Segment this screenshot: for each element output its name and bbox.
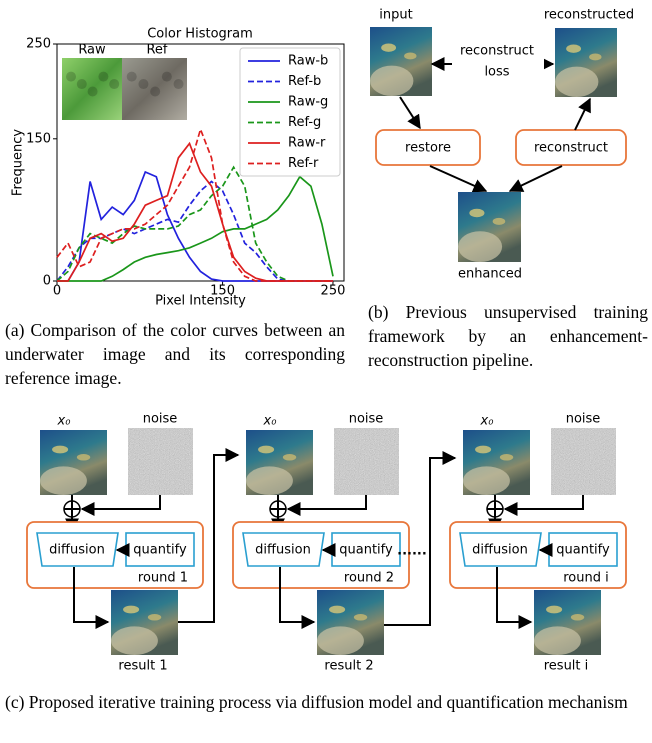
fish [571, 614, 584, 621]
texture [98, 72, 108, 82]
texture [127, 72, 137, 82]
result-label: result 1 [118, 659, 167, 674]
connector [82, 495, 160, 509]
x0-label: x₀ [263, 414, 278, 429]
legend-label: Ref-r [288, 156, 319, 171]
coral [317, 626, 364, 655]
connector [510, 166, 562, 191]
fish [354, 614, 367, 621]
reconstructed-label: reconstructed [544, 8, 634, 23]
texture [77, 79, 87, 89]
fish [566, 45, 581, 53]
diffusion-label: diffusion [472, 543, 528, 558]
y-tick-label: 0 [43, 274, 51, 289]
texture [174, 79, 184, 89]
noise-label: noise [143, 412, 178, 427]
connector [575, 99, 590, 130]
result-label: result i [544, 659, 589, 674]
caption-c: (c) Proposed iterative training process … [5, 690, 645, 714]
legend-label: Raw-r [288, 136, 326, 151]
coral [40, 466, 87, 495]
round-label: round 1 [138, 571, 188, 586]
loss-label: loss [484, 65, 509, 80]
connector [430, 166, 486, 191]
legend-label: Raw-b [288, 54, 328, 69]
y-axis-label: Frequency [11, 129, 26, 196]
x-tick-label: 0 [53, 284, 61, 299]
result-label: result 2 [324, 659, 373, 674]
texture [162, 72, 172, 82]
noise-image [128, 428, 193, 495]
fish [469, 209, 484, 217]
noise-label: noise [566, 412, 601, 427]
fish [546, 606, 562, 614]
fish [475, 446, 491, 454]
legend-label: Raw-g [288, 95, 328, 110]
ellipsis: ...... [397, 544, 427, 559]
x-tick-label: 150 [210, 284, 235, 299]
fish [123, 606, 139, 614]
fish [148, 614, 161, 621]
fish [589, 54, 601, 61]
coral [111, 626, 158, 655]
input-label: input [379, 8, 412, 23]
noise-image [334, 428, 399, 495]
coral [246, 466, 293, 495]
texture [66, 72, 76, 82]
fish [77, 454, 90, 461]
y-tick-label: 150 [26, 131, 51, 146]
quantify-label: quantify [339, 543, 393, 558]
fish [283, 454, 296, 461]
x0-label: x₀ [480, 414, 495, 429]
enhanced-label: enhanced [458, 267, 522, 282]
fish [493, 218, 506, 225]
figure: Color HistogramFrequencyPixel Intensity0… [0, 0, 652, 743]
connector [288, 495, 366, 509]
coral [458, 231, 502, 262]
series-line [57, 182, 333, 282]
round-label: round 2 [344, 571, 394, 586]
x-tick-label: 250 [321, 284, 346, 299]
legend-label: Ref-g [288, 115, 321, 130]
connector [505, 495, 583, 509]
fish [404, 53, 416, 60]
connector [400, 97, 420, 128]
reconstruct-label: reconstruct [534, 141, 608, 156]
diffusion-label: diffusion [49, 543, 105, 558]
fish [381, 44, 396, 52]
texture [138, 79, 148, 89]
fish [329, 606, 345, 614]
series-line [57, 172, 333, 281]
fish [52, 446, 68, 454]
inset-label: Raw [78, 43, 106, 58]
x0-label: x₀ [57, 414, 72, 429]
round-label: round i [563, 571, 609, 586]
texture [88, 86, 98, 96]
loss-label: reconstruct [460, 44, 534, 59]
noise-label: noise [349, 412, 384, 427]
coral [370, 66, 413, 96]
texture [150, 86, 160, 96]
noise-image [551, 428, 616, 495]
coral [555, 67, 598, 97]
legend-label: Ref-b [288, 74, 321, 89]
quantify-label: quantify [133, 543, 187, 558]
inset-label: Ref [146, 43, 167, 58]
texture [109, 79, 119, 89]
coral [463, 466, 510, 495]
fish [500, 454, 513, 461]
diffusion-label: diffusion [255, 543, 311, 558]
quantify-label: quantify [556, 543, 610, 558]
restore-label: restore [405, 141, 451, 156]
coral [534, 626, 581, 655]
chart-title: Color Histogram [147, 27, 253, 42]
caption-b: (b) Previous unsupervised training frame… [368, 300, 648, 372]
y-tick-label: 250 [26, 37, 51, 52]
caption-a: (a) Comparison of the color curves betwe… [5, 318, 345, 390]
fish [258, 446, 274, 454]
